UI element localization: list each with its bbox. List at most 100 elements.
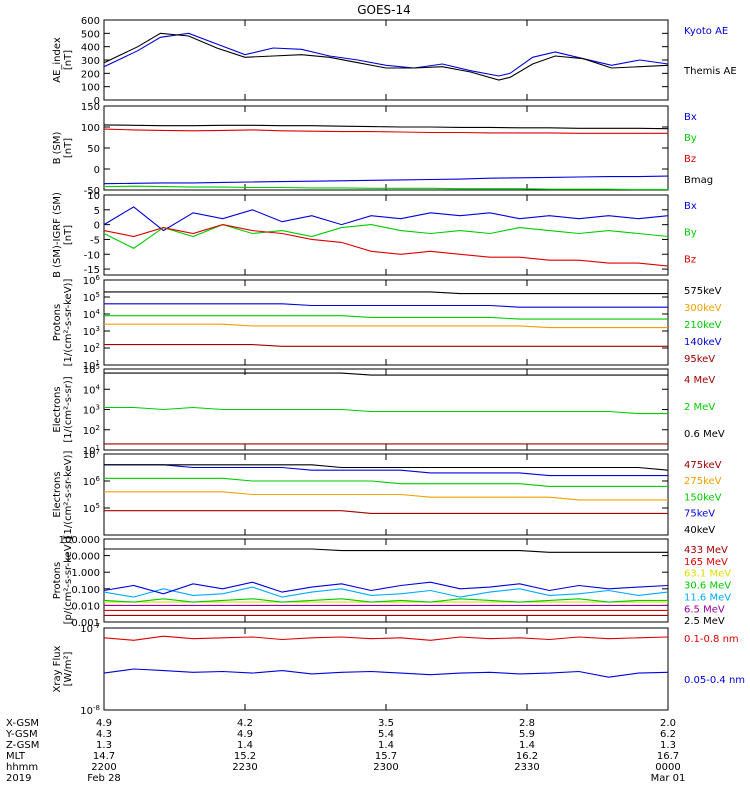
legend-entry: 63.1 MeV bbox=[684, 569, 731, 580]
ylabel: [W/m²] bbox=[63, 651, 74, 686]
ytick-label: 105 bbox=[83, 363, 100, 376]
legend-entry: 40keV bbox=[684, 525, 715, 536]
legend-entry: Bz bbox=[684, 154, 696, 165]
ylabel: B (SM) bbox=[52, 131, 63, 164]
ylabel: [nT] bbox=[63, 50, 74, 70]
footer-value: 16.2 bbox=[516, 751, 538, 762]
ytick-label: 102 bbox=[83, 424, 100, 437]
legend-entry: 433 MeV bbox=[684, 545, 728, 556]
series-line-210kev bbox=[104, 315, 668, 320]
ylabel: Xray Flux bbox=[52, 645, 63, 692]
footer-value: 1.4 bbox=[519, 740, 535, 751]
ytick-label: 50 bbox=[87, 144, 100, 155]
ylabel: B (SM)-IGRF (SM) bbox=[52, 192, 63, 278]
ytick-label: 10-8 bbox=[80, 704, 100, 717]
ytick-label: -50 bbox=[84, 186, 100, 197]
footer-label: MLT bbox=[6, 751, 26, 762]
ylabel: AE_index bbox=[52, 37, 63, 83]
ylabel: [1/(cm²-s-sr-keV)] bbox=[63, 279, 74, 367]
footer-value: Feb 28 bbox=[87, 773, 121, 784]
series-line-275kev bbox=[104, 491, 668, 501]
footer-label: Z-GSM bbox=[6, 740, 39, 751]
ytick-label: 500 bbox=[81, 29, 100, 40]
ytick-label: 107 bbox=[83, 448, 100, 461]
legend-entry: Bz bbox=[684, 254, 696, 265]
footer-value: 4.9 bbox=[237, 729, 253, 740]
ylabel: [nT] bbox=[63, 225, 74, 245]
footer-value: 14.7 bbox=[93, 751, 115, 762]
chart-title: GOES-14 bbox=[357, 3, 411, 17]
series-line-bx bbox=[103, 206, 669, 232]
legend-entry: Bmag bbox=[684, 175, 713, 186]
footer-value: 4.9 bbox=[96, 718, 112, 729]
series-line-40kev bbox=[104, 464, 669, 471]
legend-entry: 2 MeV bbox=[684, 402, 715, 413]
series-line-2-mev bbox=[104, 406, 668, 415]
series-line-95kev bbox=[104, 344, 668, 347]
ylabel: Protons bbox=[52, 562, 63, 599]
ytick-label: 10 bbox=[87, 191, 100, 202]
panel-ae: 0 100 200 300 400 500 600 AE_index [nT] Kyoto AE T… bbox=[52, 16, 737, 107]
legend-entry: 75keV bbox=[684, 509, 715, 520]
series-line-bx bbox=[103, 175, 669, 185]
ytick-label: 10-7 bbox=[80, 622, 100, 635]
panel-frame bbox=[103, 368, 669, 451]
legend-entry: 95keV bbox=[684, 354, 715, 365]
footer-value: 2.8 bbox=[519, 718, 535, 729]
legend-entry: 2.5 MeV bbox=[684, 616, 725, 627]
legend-entry: 11.6 MeV bbox=[684, 592, 731, 603]
legend-entry: 475keV bbox=[684, 460, 722, 471]
series-line-475kev bbox=[104, 510, 668, 514]
footer-value: 1.3 bbox=[96, 740, 112, 751]
footer-value: 1.3 bbox=[660, 740, 676, 751]
legend-entry: 165 MeV bbox=[684, 557, 728, 568]
footer-value: 5.9 bbox=[519, 729, 535, 740]
ylabel: Electrons bbox=[52, 386, 63, 432]
series-line-themis-ae bbox=[103, 32, 669, 81]
ytick-label: 106 bbox=[83, 274, 101, 287]
series-line-bmag bbox=[103, 124, 669, 130]
legend-entry: 30.6 MeV bbox=[684, 581, 731, 592]
legend-entry: 4 MeV bbox=[684, 375, 715, 386]
ytick-label: 105 bbox=[83, 291, 100, 304]
legend-entry: 300keV bbox=[684, 303, 722, 314]
series-line-0-05-0-4-nm bbox=[103, 668, 669, 678]
footer-label: Y-GSM bbox=[5, 729, 38, 740]
footer-value: 4.2 bbox=[237, 718, 253, 729]
ytick-label: 101 bbox=[83, 444, 100, 457]
footer-value: 0000 bbox=[655, 762, 680, 773]
series-line-bz bbox=[103, 128, 668, 134]
panel-frame bbox=[103, 279, 669, 366]
series-line-150kev bbox=[104, 477, 668, 487]
legend-entry: 275keV bbox=[684, 476, 722, 487]
ytick-label: 0.001 bbox=[71, 618, 100, 629]
footer-value: 15.2 bbox=[234, 751, 256, 762]
ytick-label: 103 bbox=[83, 404, 100, 417]
footer-value: 1.4 bbox=[237, 740, 253, 751]
ytick-label: -15 bbox=[84, 265, 100, 276]
footer-value: 3.5 bbox=[378, 718, 394, 729]
ytick-label: 0.010 bbox=[71, 601, 100, 612]
footer-value: 16.7 bbox=[657, 751, 679, 762]
panel-frame bbox=[103, 627, 669, 711]
footer-value: 2230 bbox=[232, 762, 257, 773]
ytick-label: 600 bbox=[81, 16, 100, 27]
ylabel: Electrons bbox=[52, 471, 63, 517]
panel-protons2: 0.001 0.010 0.100 1.000 10.000 100.000 Protons… bbox=[52, 535, 731, 629]
ytick-label: -10 bbox=[84, 250, 100, 261]
footer-value: 2330 bbox=[514, 762, 539, 773]
series-line-140kev bbox=[104, 303, 668, 308]
panel-electrons1: 101 102 103 104 105 Electrons [1/(cm²-s-sr)] 4 … bbox=[52, 363, 725, 457]
series-line-2-5-mev bbox=[104, 548, 668, 553]
legend-entry: 0.05-0.4 nm bbox=[684, 675, 745, 686]
panel-bsm: -50 0 50 100 150 B (SM) [nT] Bx By Bz Bmag bbox=[52, 102, 713, 197]
panel-bigrf: -15 -10 -5 0 5 10 B (SM)-IGRF (SM) [nT] Bx By Bz bbox=[52, 191, 697, 278]
ylabel: [1/(cm²-s-sr)] bbox=[63, 376, 74, 442]
ytick-label: 103 bbox=[83, 325, 100, 338]
footer-value: Mar 01 bbox=[651, 773, 686, 784]
ytick-label: 5 bbox=[94, 206, 100, 217]
ytick-label: 104 bbox=[83, 383, 101, 396]
legend-entry: 0.6 MeV bbox=[684, 429, 725, 440]
ytick-label: 300 bbox=[81, 56, 100, 67]
